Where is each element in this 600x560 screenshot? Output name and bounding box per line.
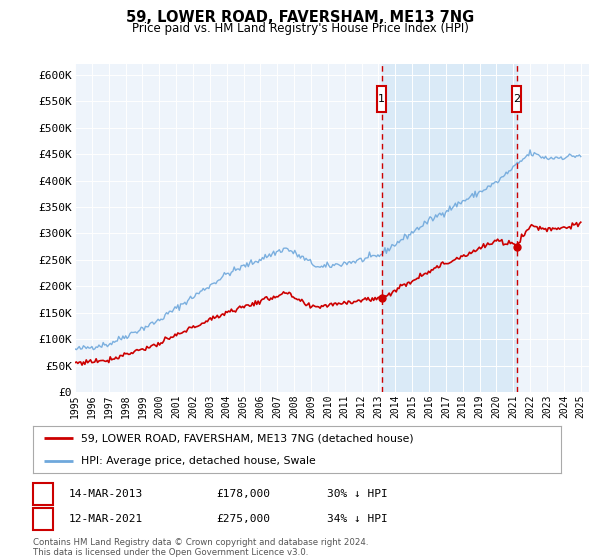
Text: 59, LOWER ROAD, FAVERSHAM, ME13 7NG (detached house): 59, LOWER ROAD, FAVERSHAM, ME13 7NG (det…	[80, 433, 413, 444]
Text: 14-MAR-2013: 14-MAR-2013	[69, 489, 143, 499]
Text: 12-MAR-2021: 12-MAR-2021	[69, 514, 143, 524]
Bar	[382, 64, 517, 392]
Text: 1: 1	[40, 489, 47, 499]
Bar	[512, 86, 521, 112]
Text: 34% ↓ HPI: 34% ↓ HPI	[327, 514, 388, 524]
Text: 59, LOWER ROAD, FAVERSHAM, ME13 7NG: 59, LOWER ROAD, FAVERSHAM, ME13 7NG	[126, 10, 474, 25]
Text: 2: 2	[513, 94, 520, 104]
Text: £275,000: £275,000	[216, 514, 270, 524]
Text: Contains HM Land Registry data © Crown copyright and database right 2024.
This d: Contains HM Land Registry data © Crown c…	[33, 538, 368, 557]
Text: HPI: Average price, detached house, Swale: HPI: Average price, detached house, Swal…	[80, 456, 315, 466]
Text: Price paid vs. HM Land Registry's House Price Index (HPI): Price paid vs. HM Land Registry's House …	[131, 22, 469, 35]
Text: £178,000: £178,000	[216, 489, 270, 499]
Text: 30% ↓ HPI: 30% ↓ HPI	[327, 489, 388, 499]
Text: 2: 2	[40, 514, 47, 524]
Bar	[377, 86, 386, 112]
Text: 1: 1	[378, 94, 385, 104]
